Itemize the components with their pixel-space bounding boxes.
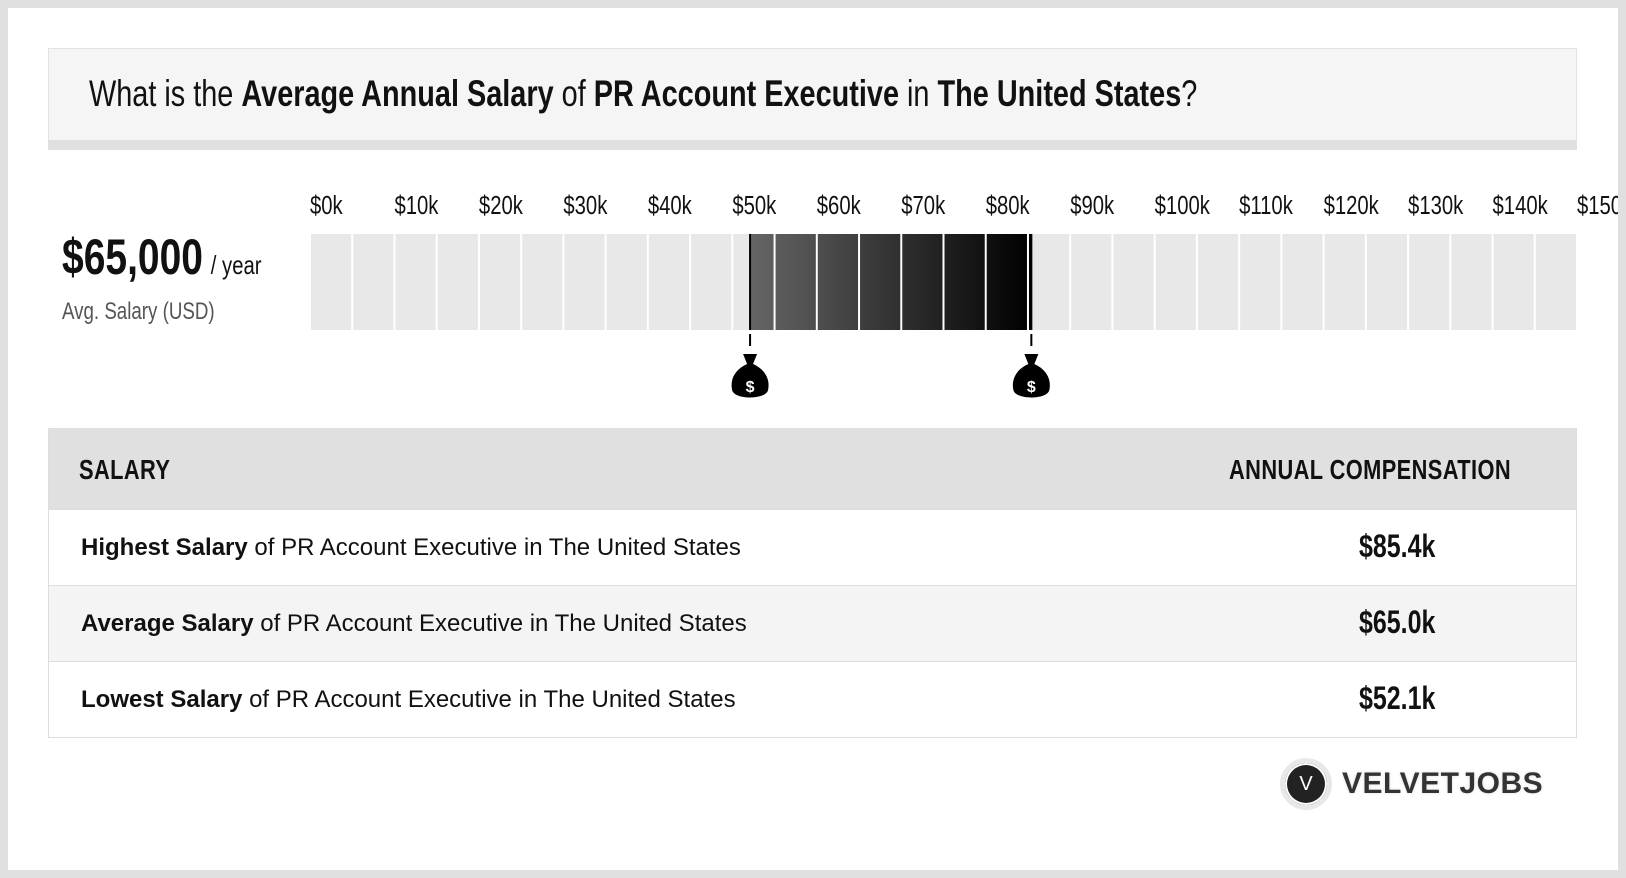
range-fill: [986, 234, 1027, 330]
tick-label: $140k: [1493, 191, 1549, 220]
salary-range-chart: $0k $10k $20k $30k $40k $50k $60k $70k $80k $90k $…: [310, 191, 1618, 398]
tick-label: $150k+: [1577, 191, 1618, 220]
tick-label: $110k: [1239, 191, 1293, 220]
row-label: Average Salary of PR Account Executive i…: [81, 610, 747, 637]
tick-label: $120k: [1324, 191, 1380, 220]
range-fill: [1028, 234, 1032, 330]
money-bag-icon: $: [731, 354, 769, 398]
table-row: Highest Salary of PR Account Executive i…: [49, 509, 1576, 585]
tick-label: $100k: [1155, 191, 1211, 220]
bar-cell: [1535, 234, 1576, 330]
average-label: Avg. Salary (USD): [62, 298, 215, 325]
tick-label: $0k: [310, 191, 343, 220]
range-fill: [817, 234, 859, 330]
logo-text: VELVETJOBS: [1342, 767, 1544, 800]
range-fill: [860, 234, 901, 330]
table-row: Lowest Salary of PR Account Executive in…: [49, 661, 1576, 737]
tick-label: $130k: [1408, 191, 1464, 220]
tick-label: $20k: [479, 191, 523, 220]
row-value: $65.0k: [1359, 604, 1436, 640]
title-bold: Average Annual Salary: [241, 73, 554, 114]
bar-cell: [1071, 234, 1112, 330]
table-header: SALARY ANNUAL COMPENSATION: [49, 428, 1576, 509]
bar-cell: [1028, 234, 1070, 330]
bar-cell: [1409, 234, 1450, 330]
bar-cell: [1113, 234, 1154, 330]
bar-cell: [353, 234, 394, 330]
average-salary: $65,000/ year: [62, 228, 262, 286]
tick-label: $50k: [732, 191, 776, 220]
tick-label: $40k: [648, 191, 692, 220]
bar-cell: [1282, 234, 1323, 330]
bar-cell: [479, 234, 521, 330]
bar-cell: [311, 234, 352, 330]
bar-cell: [1366, 234, 1408, 330]
header-compensation: ANNUAL COMPENSATION: [1229, 454, 1512, 485]
title-text: in: [899, 73, 938, 114]
bar-cell: [1493, 234, 1534, 330]
range-fill: [750, 234, 774, 330]
tick-label: $90k: [1070, 191, 1114, 220]
title-bold: The United States: [937, 73, 1182, 114]
tick-label: $10k: [394, 191, 438, 220]
table-row: Average Salary of PR Account Executive i…: [49, 585, 1576, 661]
header-salary: SALARY: [79, 454, 171, 485]
page-title: What is the Average Annual Salary of PR …: [89, 73, 1197, 115]
range-fill: [775, 234, 816, 330]
money-bag-icon: $: [1012, 354, 1050, 398]
bar-cell: [522, 234, 563, 330]
row-value: $85.4k: [1359, 528, 1436, 564]
bar-cell: [564, 234, 605, 330]
bar-cell: [648, 234, 690, 330]
bar-cell: [691, 234, 732, 330]
title-text: ?: [1181, 73, 1198, 114]
row-label: Lowest Salary of PR Account Executive in…: [81, 686, 736, 713]
title-text: What is the: [89, 73, 242, 114]
bar-cell: [606, 234, 647, 330]
svg-text:$: $: [746, 379, 755, 396]
average-value: $65,000: [62, 229, 203, 285]
tick-label: $70k: [901, 191, 945, 220]
bar-cell: [1451, 234, 1492, 330]
svg-text:$: $: [1027, 379, 1036, 396]
salary-table: SALARY ANNUAL COMPENSATION Highest Salar…: [48, 428, 1577, 738]
title-box: What is the Average Annual Salary of PR …: [48, 48, 1577, 150]
tick-label: $80k: [986, 191, 1030, 220]
average-unit: / year: [210, 250, 262, 280]
range-fill: [902, 234, 943, 330]
bar-cell: [1155, 234, 1196, 330]
range-fill: [944, 234, 985, 330]
bar-cell: [395, 234, 436, 330]
bar-cell: [1324, 234, 1365, 330]
bar-cell: [1240, 234, 1281, 330]
row-value: $52.1k: [1359, 680, 1436, 716]
title-text: of: [553, 73, 594, 114]
tick-label: $60k: [817, 191, 861, 220]
row-label: Highest Salary of PR Account Executive i…: [81, 534, 741, 561]
tick-label: $30k: [563, 191, 607, 220]
velvetjobs-logo: V VELVETJOBS: [1280, 758, 1543, 810]
page: What is the Average Annual Salary of PR …: [8, 8, 1618, 870]
logo-icon: V: [1280, 758, 1332, 810]
bar-cell: [1197, 234, 1239, 330]
bar-cell: [437, 234, 478, 330]
title-bold: PR Account Executive: [593, 73, 900, 114]
